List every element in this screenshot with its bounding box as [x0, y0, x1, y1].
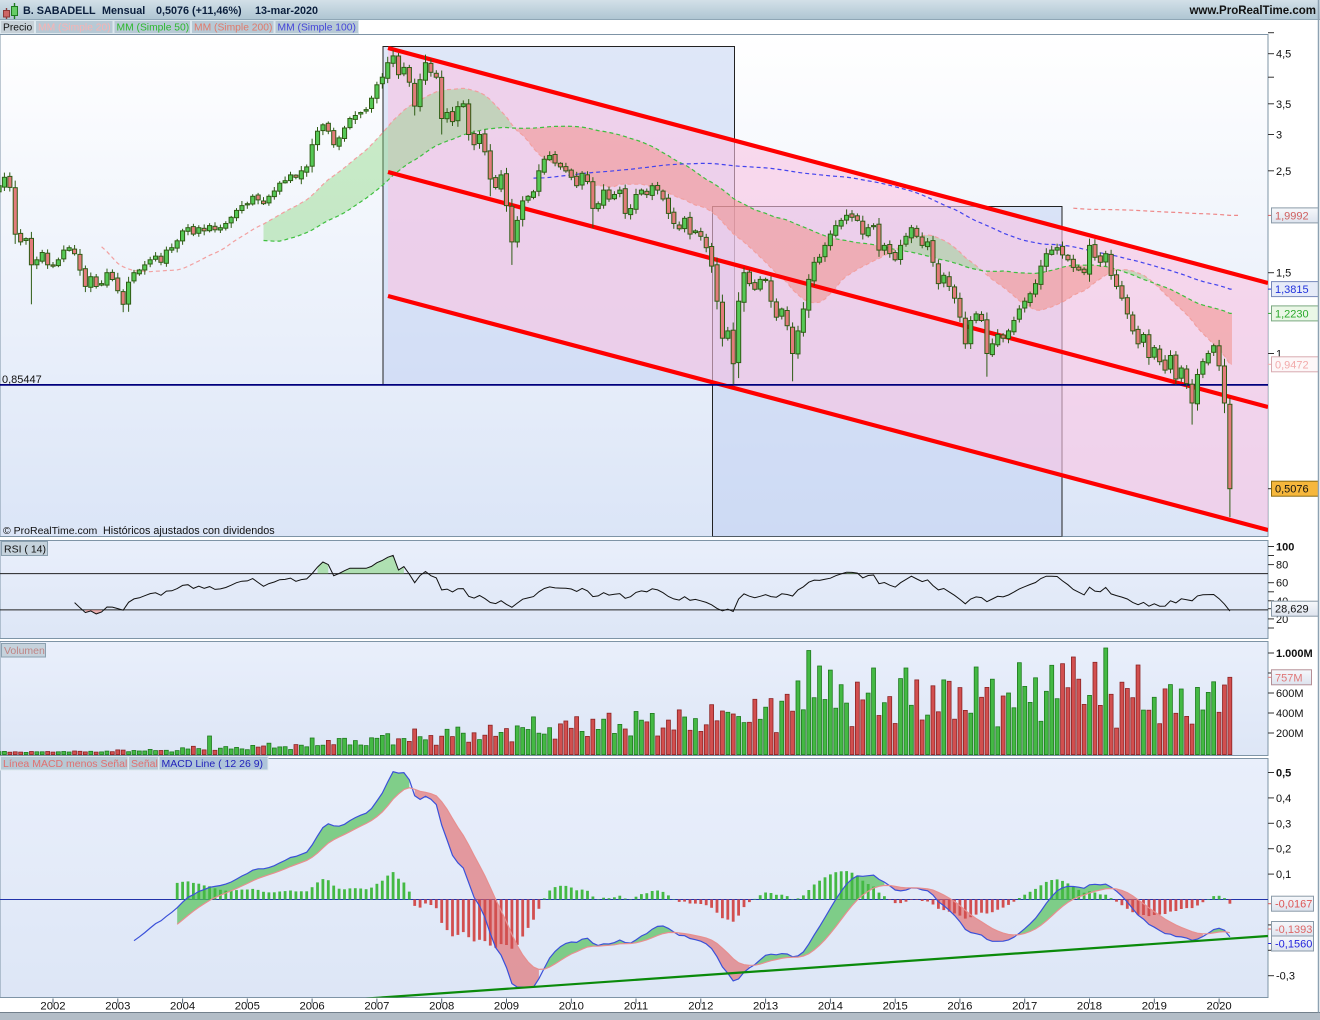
- svg-text:3: 3: [1276, 130, 1282, 142]
- svg-text:2009: 2009: [494, 1001, 519, 1013]
- svg-text:-0,3: -0,3: [1276, 971, 1295, 983]
- svg-text:0,2: 0,2: [1276, 844, 1291, 856]
- svg-text:Señal: Señal: [131, 758, 158, 770]
- svg-text:100: 100: [1276, 542, 1294, 554]
- svg-text:600M: 600M: [1276, 688, 1304, 700]
- svg-text:2002: 2002: [40, 1001, 65, 1013]
- svg-text:1,3815: 1,3815: [1275, 284, 1309, 296]
- svg-text:www.ProRealTime.com: www.ProRealTime.com: [1188, 5, 1316, 17]
- svg-text:1,9992: 1,9992: [1275, 210, 1309, 222]
- svg-text:400M: 400M: [1276, 708, 1304, 720]
- svg-text:757M: 757M: [1275, 672, 1303, 684]
- svg-text:MM (Simple 50): MM (Simple 50): [117, 22, 190, 33]
- svg-text:1: 1: [1276, 349, 1282, 361]
- svg-text:Volumen: Volumen: [4, 645, 45, 657]
- svg-text:1,5: 1,5: [1276, 268, 1291, 280]
- svg-text:80: 80: [1276, 560, 1288, 572]
- svg-text:2013: 2013: [753, 1001, 778, 1013]
- svg-text:2012: 2012: [688, 1001, 713, 1013]
- svg-text:1,2230: 1,2230: [1275, 308, 1309, 320]
- svg-text:0,1: 0,1: [1276, 869, 1291, 881]
- svg-text:0,5076: 0,5076: [1275, 484, 1309, 496]
- svg-text:2004: 2004: [170, 1001, 195, 1013]
- svg-text:2017: 2017: [1012, 1001, 1037, 1013]
- svg-text:28,629: 28,629: [1275, 604, 1309, 616]
- svg-text:MM (Simple 100): MM (Simple 100): [278, 22, 356, 33]
- svg-text:20: 20: [1276, 614, 1288, 626]
- svg-text:-0,1560: -0,1560: [1275, 939, 1312, 951]
- svg-text:3,5: 3,5: [1276, 99, 1291, 111]
- svg-text:MACD Line ( 12 26 9): MACD Line ( 12 26 9): [162, 758, 264, 770]
- svg-text:1.000M: 1.000M: [1276, 648, 1313, 660]
- svg-text:2005: 2005: [235, 1001, 260, 1013]
- svg-text:2014: 2014: [818, 1001, 843, 1013]
- svg-text:2018: 2018: [1077, 1001, 1102, 1013]
- svg-text:Precio: Precio: [3, 22, 32, 33]
- svg-text:2008: 2008: [429, 1001, 454, 1013]
- svg-text:2010: 2010: [559, 1001, 584, 1013]
- svg-text:0,9472: 0,9472: [1275, 359, 1309, 371]
- svg-text:2015: 2015: [883, 1001, 908, 1013]
- svg-text:MM (Simple 200): MM (Simple 200): [194, 22, 272, 33]
- svg-text:60: 60: [1276, 578, 1288, 590]
- svg-text:0,5: 0,5: [1276, 768, 1291, 780]
- svg-text:0,4: 0,4: [1276, 793, 1291, 805]
- svg-text:Línea MACD menos Señal: Línea MACD menos Señal: [3, 758, 127, 770]
- svg-text:-0,0167: -0,0167: [1275, 899, 1312, 911]
- svg-text:RSI ( 14): RSI ( 14): [4, 544, 46, 556]
- svg-text:2007: 2007: [364, 1001, 389, 1013]
- svg-text:4,5: 4,5: [1276, 49, 1291, 61]
- svg-text:MM (Simple 20): MM (Simple 20): [38, 22, 111, 33]
- svg-text:Históricos ajustados con divid: Históricos ajustados con dividendos: [103, 525, 275, 537]
- svg-text:2006: 2006: [300, 1001, 325, 1013]
- svg-text:-0,1393: -0,1393: [1275, 924, 1312, 936]
- svg-text:0,85447: 0,85447: [2, 374, 42, 386]
- svg-text:© ProRealTime.com: © ProRealTime.com: [3, 525, 98, 537]
- svg-text:2016: 2016: [947, 1001, 972, 1013]
- svg-text:2020: 2020: [1207, 1001, 1232, 1013]
- svg-text:0,3: 0,3: [1276, 818, 1291, 830]
- svg-text:2003: 2003: [105, 1001, 130, 1013]
- svg-text:2019: 2019: [1142, 1001, 1167, 1013]
- svg-text:2011: 2011: [624, 1001, 648, 1013]
- svg-text:200M: 200M: [1276, 728, 1304, 740]
- svg-text:2,5: 2,5: [1276, 166, 1291, 178]
